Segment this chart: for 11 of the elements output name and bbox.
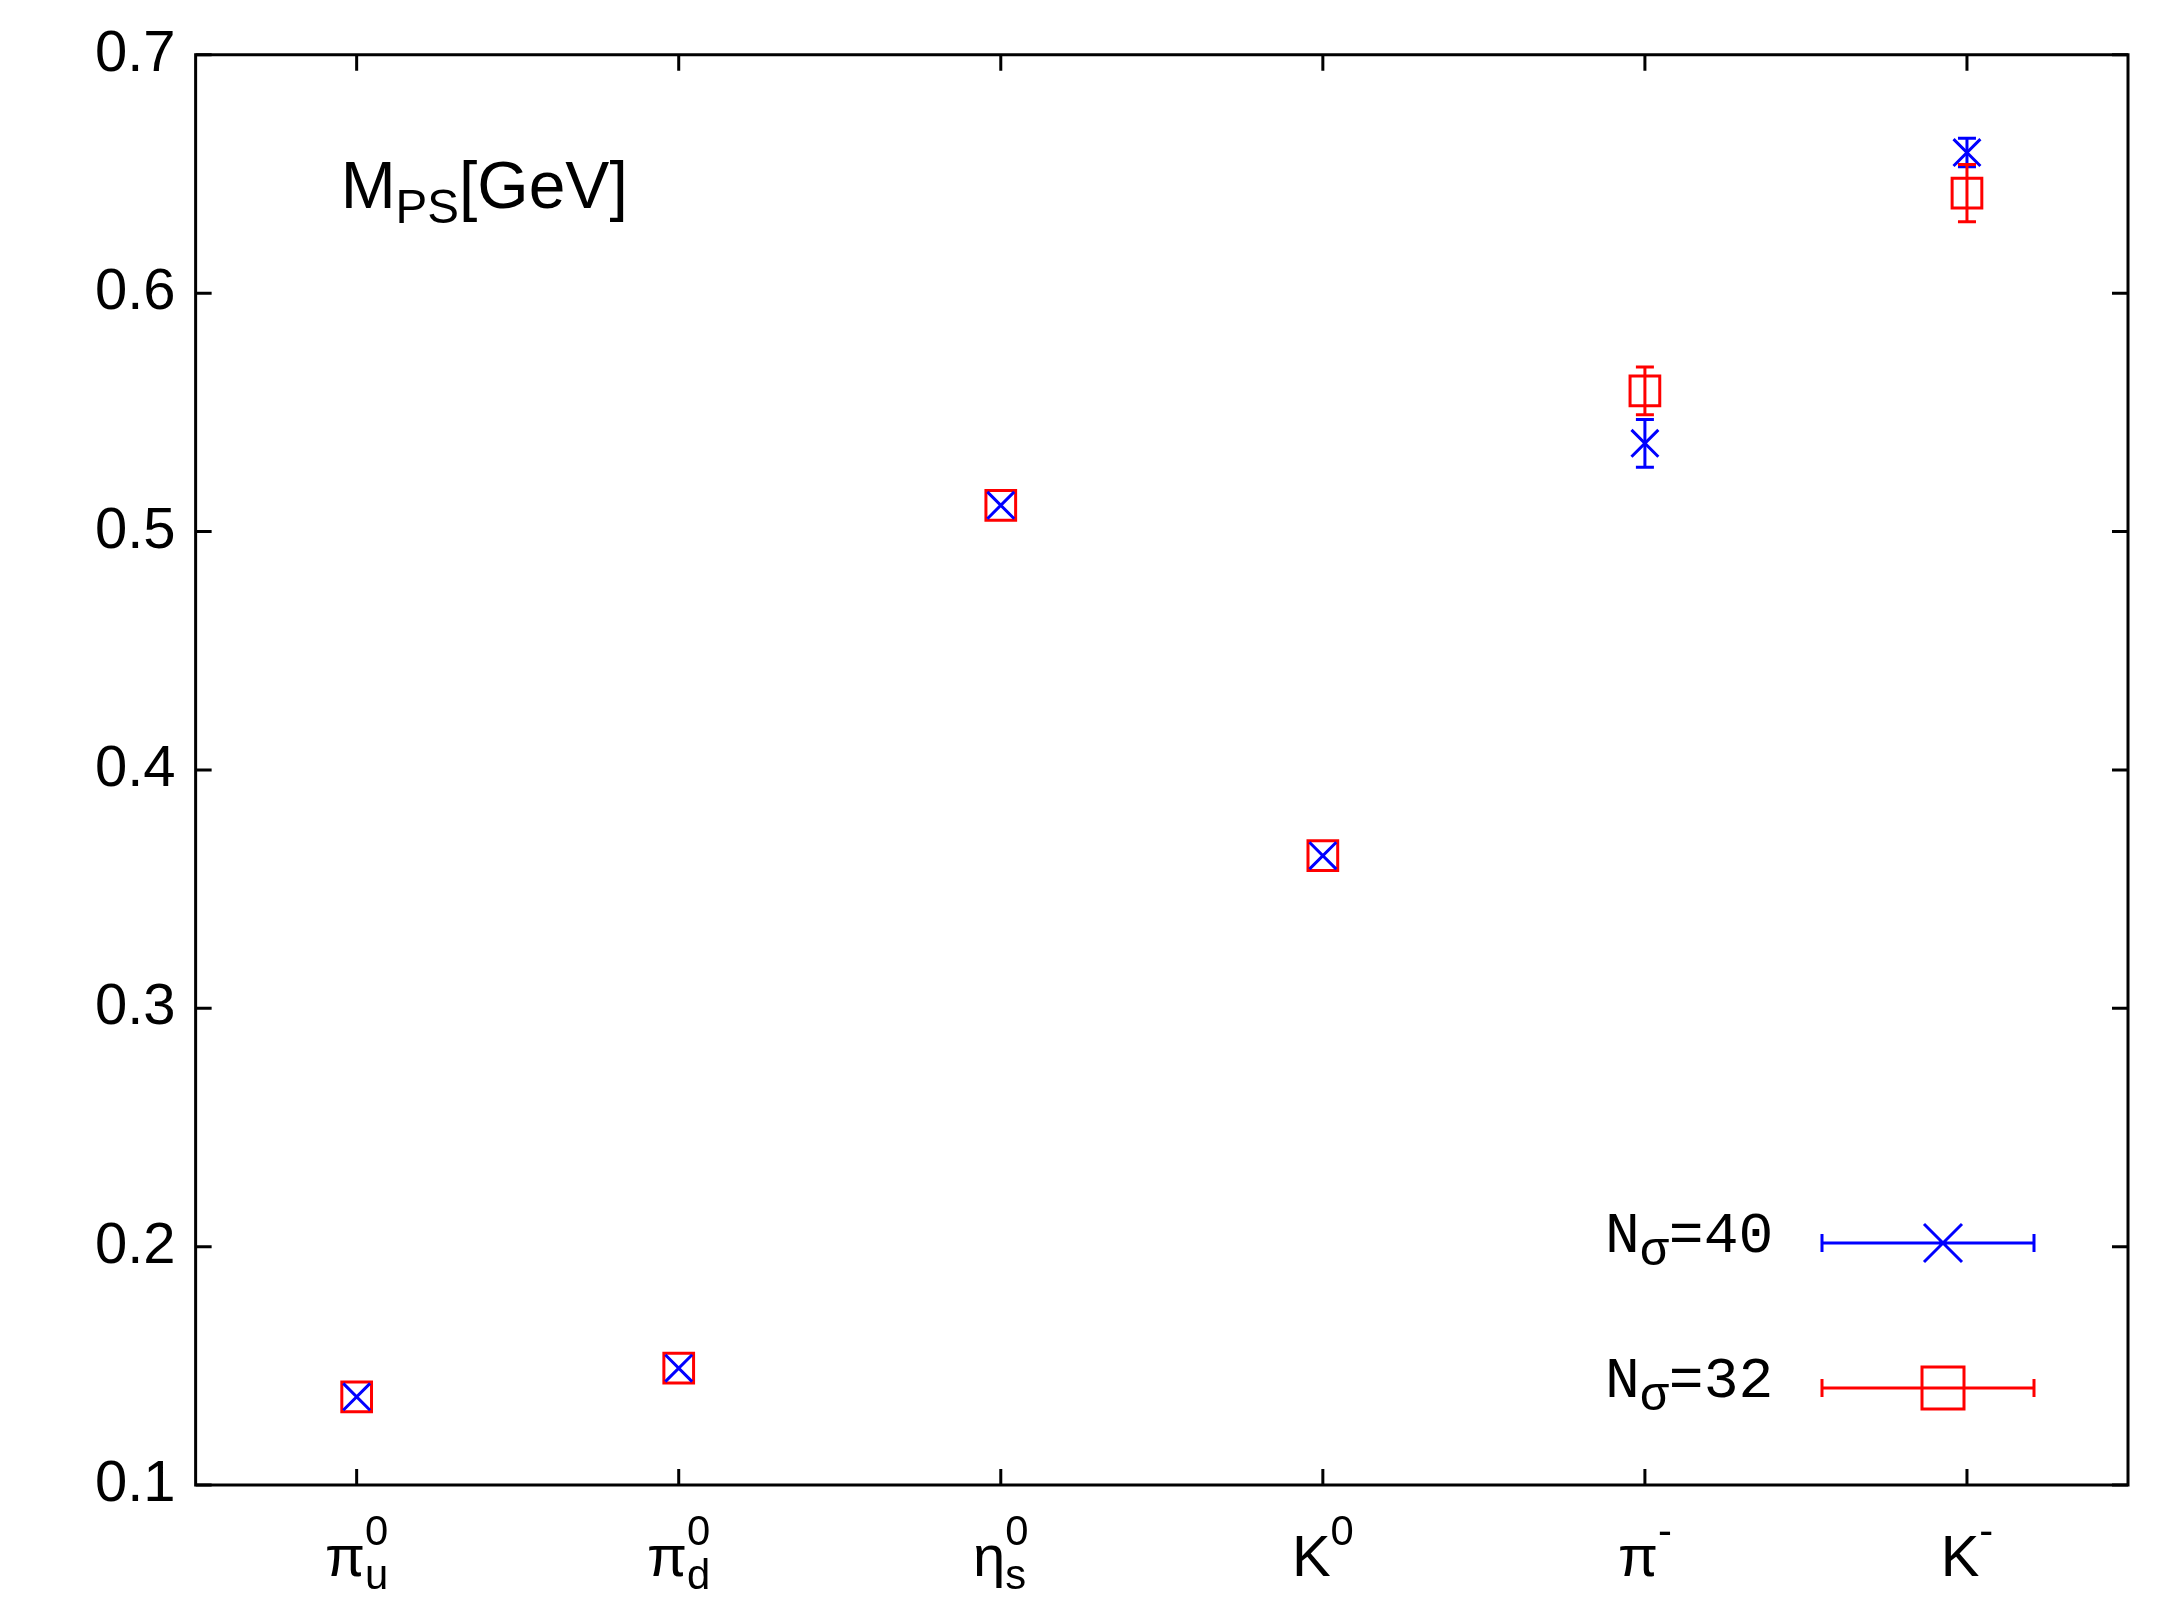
y-tick-label: 0.1 <box>94 1448 176 1513</box>
y-tick-label: 0.7 <box>94 17 176 83</box>
x-tick-label: K- <box>1940 1507 1994 1588</box>
legend-label: N$_{σ}$=32 <box>1605 1349 1774 1425</box>
x-tick-label: π- <box>1617 1507 1672 1588</box>
y-tick-label: 0.2 <box>94 1209 176 1275</box>
y-tick-label: 0.5 <box>94 494 176 560</box>
y-tick-label: 0.6 <box>94 256 176 322</box>
legend-label: N$_{σ}$=40 <box>1605 1204 1774 1280</box>
y-tick-label: 0.3 <box>94 971 176 1037</box>
y-tick-label: 0.4 <box>94 732 176 798</box>
